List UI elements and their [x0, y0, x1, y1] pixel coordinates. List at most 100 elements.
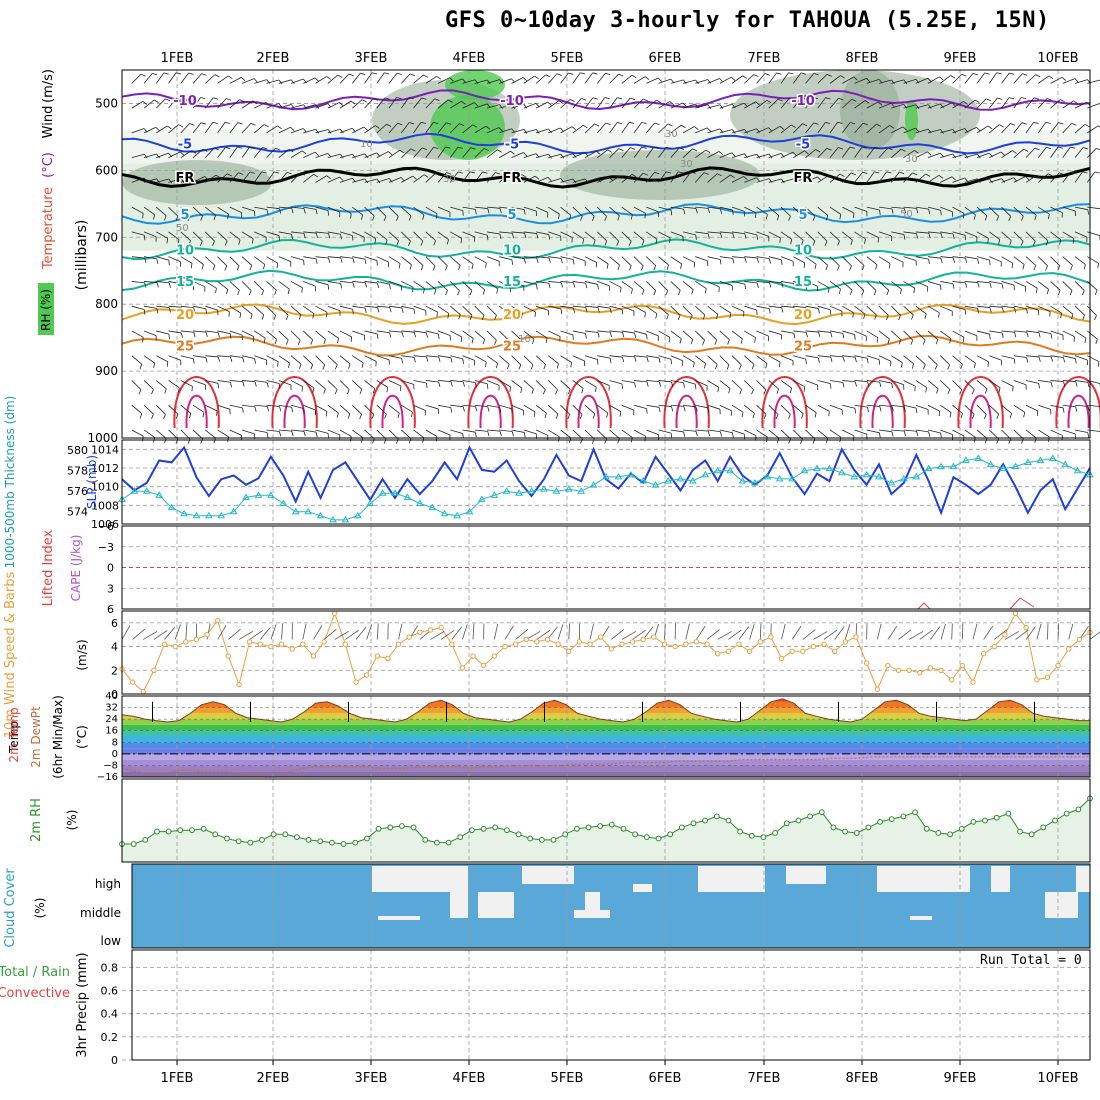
wind-barb [462, 171, 471, 183]
wind-barb-flag [1060, 313, 1062, 319]
y-tick-label: −6 [98, 520, 114, 533]
wind-barb [1038, 404, 1051, 410]
wind-barb [1050, 146, 1059, 158]
wind-barb [548, 153, 561, 159]
wind-barb-flag [518, 339, 522, 345]
wind-barb-flag [1046, 146, 1052, 150]
wind-barb [278, 79, 292, 84]
wind-barb [340, 281, 354, 284]
wind-barb-flag [616, 240, 620, 246]
wind-barb [241, 78, 255, 84]
wind-barb [658, 231, 671, 239]
wind-barb-flag [140, 73, 146, 77]
wind-barb-flag [509, 386, 511, 392]
wind-barb [952, 153, 966, 159]
wind-barb [155, 72, 165, 84]
wind10m-barb [238, 631, 254, 640]
wind-barb-flag [339, 128, 344, 134]
wind-barb-flag [715, 314, 719, 320]
wind-barb [229, 256, 240, 267]
wind-barb [205, 281, 217, 289]
wind10m-point [778, 655, 785, 662]
wind-barb [915, 128, 929, 134]
wind-barb [462, 305, 473, 316]
wind-barb-flag [1059, 172, 1065, 175]
wind-barb-flag [911, 314, 914, 320]
wind-barb-flag [581, 97, 587, 101]
wind-barb-flag [1013, 358, 1016, 364]
wind-barb [670, 380, 684, 384]
isotherm-label: -10 [500, 94, 524, 109]
wind-barb-flag [928, 232, 931, 238]
wind-barb [364, 152, 377, 159]
wind-barb-flag [560, 308, 563, 314]
wind10m-barb [1015, 629, 1029, 640]
wind-barb [1025, 330, 1039, 333]
wind-barb [437, 99, 449, 109]
wind-barb [915, 151, 928, 159]
rh2m-point [865, 824, 872, 831]
rh2m-point [270, 831, 277, 838]
thickness-point [775, 474, 784, 482]
y-tick-label: −3 [98, 541, 114, 554]
wind-barb [303, 355, 313, 365]
wind10m-point [172, 643, 178, 650]
wind-barb [964, 305, 978, 309]
wind-barb [388, 122, 399, 134]
wind-barb [376, 355, 390, 361]
wind-barb [278, 380, 292, 386]
wind-barb [388, 72, 398, 84]
wind-barb-flag [151, 414, 154, 419]
wind-barb-flag [1097, 125, 1100, 128]
wind-barb [989, 256, 1002, 263]
wind-barb [597, 355, 611, 359]
wind-barb [352, 281, 366, 283]
wind-barb-flag [401, 358, 403, 364]
y-axis-label-pressure: (millibars) [74, 220, 90, 291]
isotherm-label: -10 [791, 94, 815, 109]
wind-barb-flag [828, 175, 834, 179]
wind-barb [756, 429, 768, 438]
rh2m-point [340, 841, 347, 847]
wind-barb-flag [436, 75, 441, 80]
wind-barb [756, 127, 769, 134]
wind-barb [462, 124, 473, 134]
wind-barb-flag [433, 146, 439, 149]
rh2m-point [842, 828, 848, 835]
thickness-point [676, 474, 685, 482]
wind-barb-flag [915, 408, 918, 414]
wind-barb-flag [913, 288, 916, 294]
wind-barb-flag [193, 307, 196, 313]
wind-barb [596, 97, 606, 109]
wind-barb-flag [998, 239, 1001, 245]
wind-barb [229, 146, 238, 158]
wind-barb-flag [679, 338, 682, 344]
wind-barb [1050, 305, 1062, 314]
wind-barb-flag [743, 176, 748, 181]
rh2m-point [562, 831, 569, 838]
wind-barb [829, 404, 843, 411]
isotherm-label: 15 [503, 275, 521, 290]
wind-barb [437, 206, 451, 213]
wind-barb-flag [286, 171, 292, 175]
wind-barb [290, 355, 302, 365]
wind-barb-flag [640, 265, 644, 271]
wind-barb-flag [352, 282, 355, 288]
wind-barb-flag [371, 72, 378, 75]
wind-barb-flag [703, 363, 707, 369]
wind-barb-flag [768, 127, 773, 132]
wind-barb [462, 281, 473, 291]
wind-barb [364, 281, 378, 284]
wind-barb-flag [781, 259, 783, 265]
wind-barb-flag [409, 73, 415, 77]
wind-barb [437, 404, 451, 408]
isotherm-label: 25 [794, 340, 812, 355]
wind-barb-flag [263, 337, 266, 344]
wind-barb-flag [803, 262, 806, 268]
wind-barb [817, 175, 829, 183]
wind-barb-flag [765, 363, 768, 369]
wind-barb-flag [200, 122, 206, 125]
wind-barb [560, 206, 572, 216]
thickness-point [788, 474, 797, 482]
wind-barb-flag [226, 98, 232, 101]
